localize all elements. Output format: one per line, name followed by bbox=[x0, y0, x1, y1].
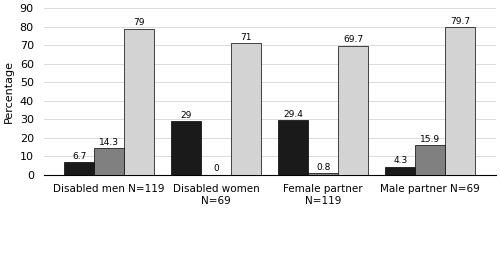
Bar bbox=[94, 148, 124, 175]
Bar bbox=[338, 46, 368, 175]
Bar bbox=[308, 173, 338, 175]
Bar bbox=[64, 162, 94, 175]
Text: 15.9: 15.9 bbox=[420, 135, 440, 144]
Text: 6.7: 6.7 bbox=[72, 152, 86, 161]
Text: 79: 79 bbox=[134, 18, 145, 27]
Text: 14.3: 14.3 bbox=[99, 138, 119, 147]
Text: 29.4: 29.4 bbox=[284, 110, 303, 119]
Text: 79.7: 79.7 bbox=[450, 17, 470, 26]
Bar bbox=[416, 145, 446, 175]
Text: 4.3: 4.3 bbox=[393, 156, 407, 165]
Bar bbox=[124, 29, 154, 175]
Text: 69.7: 69.7 bbox=[343, 35, 363, 44]
Text: 0.8: 0.8 bbox=[316, 163, 330, 172]
Text: 0: 0 bbox=[214, 164, 219, 173]
Y-axis label: Percentage: Percentage bbox=[4, 60, 14, 123]
Bar bbox=[171, 121, 201, 175]
Bar bbox=[231, 43, 261, 175]
Bar bbox=[446, 27, 476, 175]
Bar bbox=[386, 167, 416, 175]
Text: 29: 29 bbox=[180, 111, 192, 120]
Text: 71: 71 bbox=[240, 33, 252, 42]
Bar bbox=[278, 120, 308, 175]
